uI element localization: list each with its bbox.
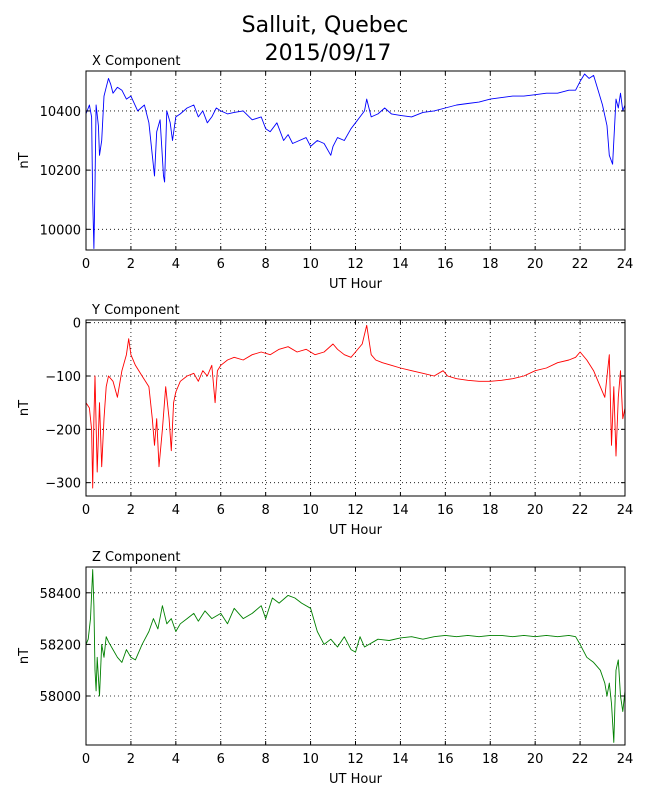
y-component-title: Y Component [91, 303, 180, 318]
z-component-xtick-label-4: 8 [262, 752, 270, 767]
x-component-xtick-label-7: 14 [392, 257, 409, 272]
x-component-xtick-label-12: 24 [617, 257, 634, 272]
figure-title-line1: Salluit, Quebec [242, 13, 409, 38]
x-component-xtick-label-0: 0 [82, 257, 90, 272]
z-component-xtick-label-11: 22 [572, 752, 589, 767]
figure-title-line2: 2015/09/17 [265, 41, 392, 66]
x-component-ylabel: nT [17, 152, 32, 168]
x-component-xtick-label-8: 16 [437, 257, 454, 272]
y-component-xlabel: UT Hour [329, 523, 383, 538]
z-component-xtick-label-1: 2 [127, 752, 135, 767]
x-component-xtick-label-10: 20 [527, 257, 544, 272]
x-component-xtick-label-2: 4 [172, 257, 180, 272]
x-component-xtick-label-5: 10 [302, 257, 319, 272]
y-component-xtick-label-10: 20 [527, 503, 544, 518]
z-component-ytick-label-0: 58000 [40, 690, 81, 705]
z-component-ylabel: nT [17, 648, 32, 664]
z-component-xtick-label-6: 12 [347, 752, 364, 767]
y-component-xtick-label-12: 24 [617, 503, 634, 518]
y-component-ytick-label-0: −300 [45, 477, 81, 492]
y-component-xtick-label-0: 0 [82, 503, 90, 518]
z-component-series-line [85, 569, 626, 743]
x-component-xtick-label-3: 6 [217, 257, 225, 272]
x-component-title: X Component [92, 54, 181, 69]
z-component-xtick-label-2: 4 [172, 752, 180, 767]
x-component-ytick-label-2: 10400 [40, 105, 81, 120]
x-component-xlabel: UT Hour [329, 277, 383, 292]
z-component-xtick-label-8: 16 [437, 752, 454, 767]
z-component-xtick-label-5: 10 [302, 752, 319, 767]
y-component-xtick-label-6: 12 [347, 503, 364, 518]
y-component-ytick-label-3: 0 [73, 317, 81, 332]
x-component-xtick-label-11: 22 [572, 257, 589, 272]
y-component-xtick-label-2: 4 [172, 503, 180, 518]
z-component-xtick-label-3: 6 [217, 752, 225, 767]
y-component-xtick-label-3: 6 [217, 503, 225, 518]
z-component-xlabel: UT Hour [329, 772, 383, 787]
y-component-series-line [85, 324, 626, 489]
y-component-ytick-label-2: −100 [45, 370, 81, 385]
y-component-xtick-label-4: 8 [262, 503, 270, 518]
x-component-series-line [85, 73, 626, 249]
y-component-xtick-label-11: 22 [572, 503, 589, 518]
z-component-title: Z Component [92, 550, 181, 565]
y-component-ylabel: nT [17, 400, 32, 416]
x-component-xtick-label-9: 18 [482, 257, 499, 272]
z-component-xtick-label-9: 18 [482, 752, 499, 767]
x-component-xtick-label-1: 2 [127, 257, 135, 272]
z-component-xtick-label-7: 14 [392, 752, 409, 767]
y-component-xtick-label-9: 18 [482, 503, 499, 518]
x-component-ytick-label-0: 10000 [40, 223, 81, 238]
z-component-ytick-label-1: 58200 [40, 638, 81, 653]
z-component-ytick-label-2: 58400 [40, 587, 81, 602]
x-component-xtick-label-4: 8 [262, 257, 270, 272]
y-component-xtick-label-8: 16 [437, 503, 454, 518]
z-component-xtick-label-10: 20 [527, 752, 544, 767]
x-component-xtick-label-6: 12 [347, 257, 364, 272]
x-component-ytick-label-1: 10200 [40, 164, 81, 179]
z-component-xtick-label-12: 24 [617, 752, 634, 767]
y-component-xtick-label-7: 14 [392, 503, 409, 518]
y-component-xtick-label-1: 2 [127, 503, 135, 518]
y-component-xtick-label-5: 10 [302, 503, 319, 518]
z-component-xtick-label-0: 0 [82, 752, 90, 767]
y-component-ytick-label-1: −200 [45, 423, 81, 438]
